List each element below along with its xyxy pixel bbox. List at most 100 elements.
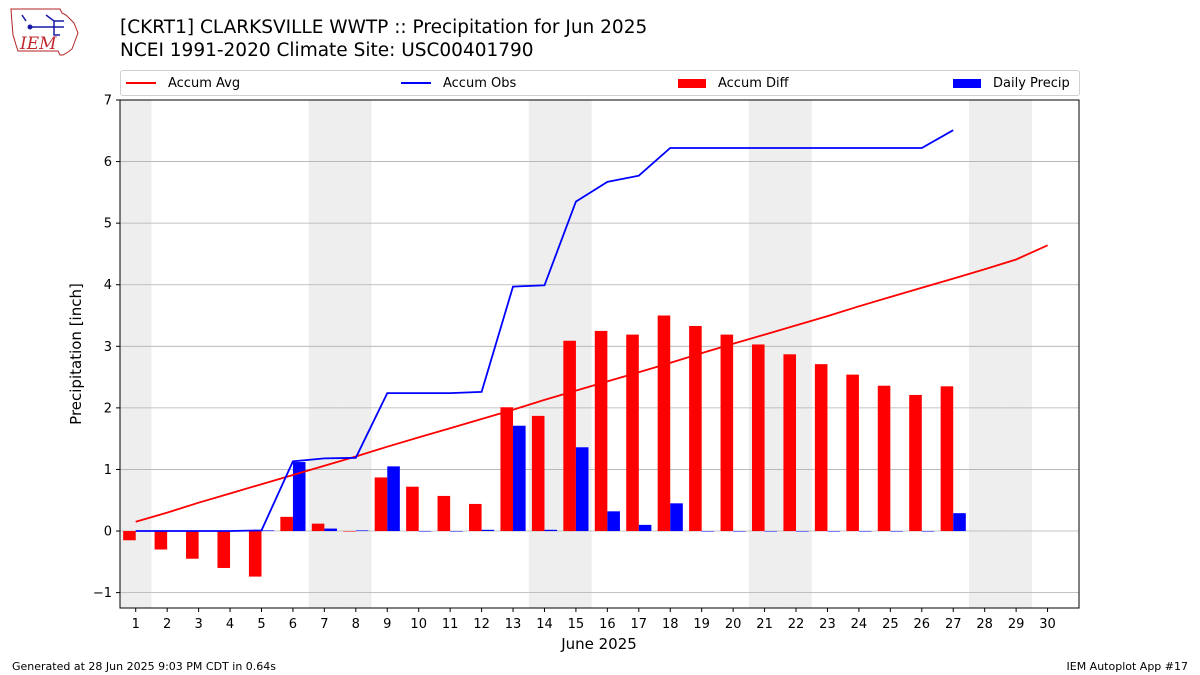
x-tick-label: 19 bbox=[693, 617, 710, 632]
accum-diff-bar-day-1 bbox=[123, 531, 136, 541]
weather-instrument-icon bbox=[21, 14, 64, 36]
legend-swatch-accum-avg bbox=[126, 82, 156, 84]
accum-diff-bar-day-10 bbox=[406, 486, 419, 532]
x-tick-label: 30 bbox=[1039, 617, 1056, 632]
logo-text: IEM bbox=[19, 34, 57, 54]
x-tick-label: 1 bbox=[132, 617, 140, 632]
x-tick-label: 16 bbox=[599, 617, 616, 632]
accum-diff-bars bbox=[123, 315, 954, 577]
x-tick-label: 8 bbox=[352, 617, 360, 632]
y-axis-label: Precipitation [inch] bbox=[67, 283, 85, 425]
x-tick-label: 2 bbox=[163, 617, 171, 632]
accum-diff-bar-day-6 bbox=[280, 516, 293, 532]
accum-diff-bar-day-23 bbox=[814, 364, 828, 532]
iem-logo: IEM bbox=[10, 8, 79, 56]
y-tick-label: 3 bbox=[104, 340, 112, 355]
y-tick-label: 6 bbox=[104, 155, 112, 170]
legend-swatch-accum-obs bbox=[401, 82, 431, 84]
x-tick-label: 26 bbox=[914, 617, 931, 632]
daily-precip-bar-day-20 bbox=[733, 531, 746, 532]
accum-diff-bar-day-14 bbox=[531, 415, 545, 532]
weather-station-icon bbox=[27, 24, 33, 30]
legend-swatch-accum-diff bbox=[678, 78, 706, 88]
weekend-band-day-14 bbox=[528, 100, 561, 608]
accum-diff-bar-day-8 bbox=[343, 531, 356, 532]
daily-precip-bar-day-19 bbox=[701, 531, 715, 532]
x-tick-label: 28 bbox=[976, 617, 993, 632]
daily-precip-bar-day-23 bbox=[827, 531, 841, 532]
y-tick-label: 4 bbox=[104, 278, 112, 293]
accum-lines bbox=[135, 129, 1048, 532]
accum-diff-bar-day-3 bbox=[186, 531, 199, 559]
accum-diff-bar-day-26 bbox=[909, 394, 922, 532]
legend-label-accum-diff: Accum Diff bbox=[718, 75, 789, 91]
x-tick-label: 29 bbox=[1008, 617, 1025, 632]
accum-diff-bar-day-19 bbox=[689, 325, 702, 532]
weekend-band-day-7 bbox=[308, 100, 341, 608]
y-tick-label: 2 bbox=[104, 401, 112, 416]
weekend-band-day-22 bbox=[780, 100, 812, 608]
accum-diff-bar-day-7 bbox=[311, 523, 325, 532]
accum-diff-bar-day-11 bbox=[437, 495, 451, 532]
x-tick-label: 10 bbox=[410, 617, 427, 632]
daily-precip-bar-day-5 bbox=[261, 530, 275, 532]
legend-label-accum-avg: Accum Avg bbox=[168, 75, 241, 91]
x-tick-label: 18 bbox=[662, 617, 679, 632]
accum-diff-bar-day-17 bbox=[626, 334, 639, 532]
daily-precip-bar-day-26 bbox=[921, 531, 935, 532]
accum-avg-line bbox=[135, 244, 1048, 523]
footer-generated: Generated at 28 Jun 2025 9:03 PM CDT in … bbox=[12, 660, 277, 673]
x-tick-label: 15 bbox=[568, 617, 585, 632]
x-tick-label: 25 bbox=[882, 617, 899, 632]
legend-item-accum-avg: Accum Avg bbox=[126, 71, 240, 95]
x-tick-label: 17 bbox=[631, 617, 648, 632]
legend-item-accum-diff: Accum Diff bbox=[678, 71, 789, 95]
y-tick-label: 5 bbox=[104, 217, 112, 232]
weekend-band-day-28 bbox=[968, 100, 1001, 608]
x-tick-label: 13 bbox=[505, 617, 522, 632]
accum-obs-line bbox=[135, 129, 954, 532]
accum-diff-bar-day-20 bbox=[720, 334, 734, 532]
daily-precip-bar-day-16 bbox=[607, 511, 620, 532]
daily-precip-bar-day-24 bbox=[858, 531, 872, 532]
plot-frame bbox=[119, 99, 1080, 609]
x-tick-label: 12 bbox=[473, 617, 490, 632]
daily-precip-bar-day-18 bbox=[670, 503, 683, 532]
x-tick-label: 5 bbox=[257, 617, 265, 632]
accum-diff-bar-day-21 bbox=[751, 344, 765, 532]
x-axis-label: June 2025 bbox=[560, 635, 637, 653]
x-tick-label: 7 bbox=[320, 617, 328, 632]
chart-subtitle: NCEI 1991-2020 Climate Site: USC00401790 bbox=[120, 40, 534, 61]
daily-precip-bar-day-8 bbox=[355, 530, 369, 532]
legend-label-daily-precip: Daily Precip bbox=[993, 75, 1070, 91]
daily-precip-bar-day-15 bbox=[575, 447, 589, 532]
x-tick-label: 21 bbox=[756, 617, 773, 632]
y-tick-label: 7 bbox=[104, 94, 112, 109]
footer-app: IEM Autoplot App #17 bbox=[1066, 660, 1189, 673]
accum-diff-bar-day-25 bbox=[877, 385, 891, 532]
accum-diff-bar-day-9 bbox=[374, 477, 388, 532]
chart-title: [CKRT1] CLARKSVILLE WWTP :: Precipitatio… bbox=[120, 17, 648, 38]
accum-diff-bar-day-16 bbox=[594, 330, 608, 532]
x-tick-label: 3 bbox=[194, 617, 202, 632]
daily-precip-bar-day-21 bbox=[764, 531, 778, 532]
accum-diff-bar-day-27 bbox=[940, 386, 954, 532]
daily-precip-bar-day-11 bbox=[450, 531, 463, 532]
weekend-band-day-29 bbox=[1000, 100, 1032, 608]
weekend-shading bbox=[120, 100, 1032, 608]
x-tick-label: 4 bbox=[226, 617, 234, 632]
accum-diff-bar-day-4 bbox=[217, 531, 231, 568]
accum-diff-bar-day-13 bbox=[500, 407, 514, 532]
daily-precip-bar-day-27 bbox=[953, 513, 966, 532]
daily-precip-bar-day-25 bbox=[890, 531, 903, 532]
daily-precip-bars bbox=[135, 425, 966, 532]
iowa-map-outline-icon bbox=[10, 8, 79, 56]
y-tick-label: −1 bbox=[93, 586, 112, 601]
x-tick-label: 24 bbox=[851, 617, 868, 632]
daily-precip-bar-day-9 bbox=[387, 466, 400, 532]
x-tick-label: 14 bbox=[536, 617, 553, 632]
daily-precip-bar-day-6 bbox=[292, 462, 306, 532]
legend-label-accum-obs: Accum Obs bbox=[443, 75, 517, 91]
